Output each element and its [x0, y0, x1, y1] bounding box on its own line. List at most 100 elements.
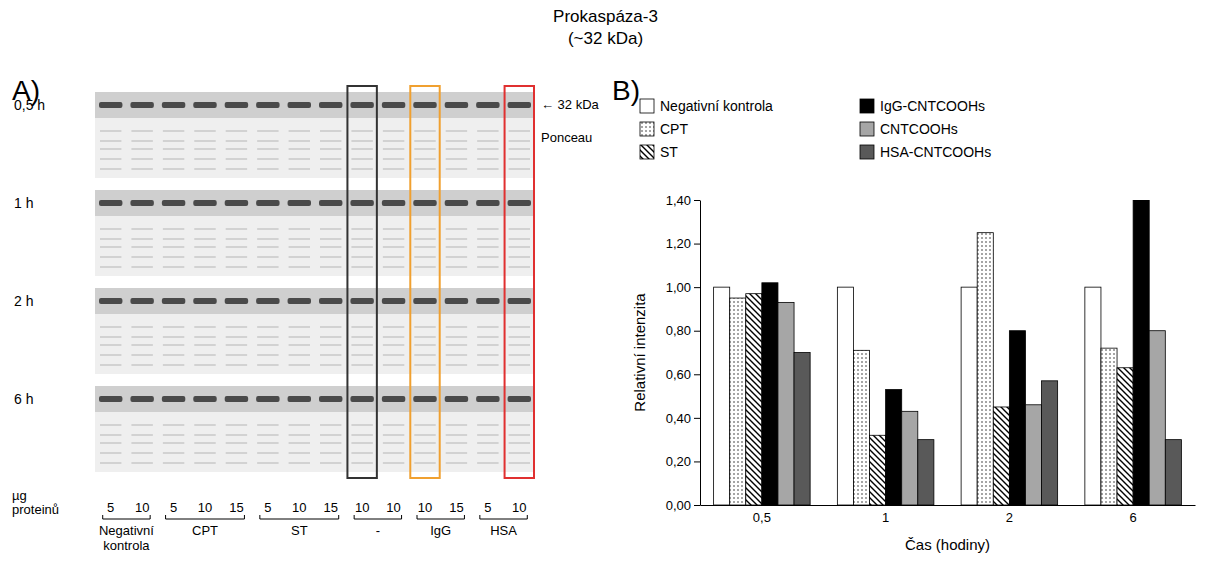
blot-band — [508, 298, 531, 304]
blot-band — [413, 396, 436, 402]
ponceau-band — [477, 462, 498, 464]
blot-band — [130, 298, 153, 304]
blot-band — [382, 298, 405, 304]
ponceau-band — [320, 148, 341, 150]
ponceau-band — [226, 266, 247, 268]
ponceau-band — [320, 168, 341, 170]
ponceau-band — [383, 256, 404, 258]
ponceau-band — [226, 168, 247, 170]
y-tick-mark — [694, 418, 700, 419]
y-tick-label: 0,60 — [666, 367, 691, 382]
ponceau-band — [131, 168, 152, 170]
blot-band — [413, 200, 436, 206]
bar — [1042, 381, 1058, 505]
ponceau-band — [477, 326, 498, 328]
lane-amount: 5 — [264, 500, 271, 515]
ponceau-band — [446, 326, 467, 328]
ponceau-band — [320, 424, 341, 426]
group-bracket — [103, 515, 150, 519]
lane-amount: 10 — [418, 500, 432, 515]
ponceau-band — [100, 442, 121, 444]
ponceau-band — [131, 364, 152, 366]
y-tick-mark — [694, 331, 700, 332]
ponceau-band — [477, 168, 498, 170]
bar — [1117, 368, 1133, 505]
highlight-box — [410, 86, 439, 478]
ponceau-band — [131, 130, 152, 132]
bar — [1101, 348, 1117, 505]
ponceau-band — [289, 256, 310, 258]
ponceau-band — [509, 424, 530, 426]
y-tick-label: 0,40 — [666, 411, 691, 426]
ponceau-band — [446, 462, 467, 464]
ponceau-band — [383, 140, 404, 142]
highlight-box — [505, 86, 534, 478]
bar — [902, 411, 918, 505]
lane-amount: 10 — [512, 500, 526, 515]
ponceau-band — [383, 336, 404, 338]
ponceau-band — [226, 462, 247, 464]
blot-band — [350, 200, 373, 206]
ponceau-band — [163, 168, 184, 170]
ponceau-band — [477, 336, 498, 338]
ponceau-band — [509, 442, 530, 444]
ponceau-band — [446, 140, 467, 142]
ponceau-band — [383, 452, 404, 454]
ponceau-band — [320, 344, 341, 346]
ponceau-band — [194, 158, 215, 160]
ponceau-band — [226, 158, 247, 160]
x-axis-title: Čas (hodiny) — [905, 536, 990, 553]
ponceau-band — [194, 462, 215, 464]
ponceau-band — [100, 364, 121, 366]
ponceau-band — [194, 424, 215, 426]
ponceau-band — [257, 364, 278, 366]
amount-axis-label: µgproteinů — [12, 488, 59, 517]
ponceau-band — [194, 148, 215, 150]
ponceau-band — [477, 424, 498, 426]
blot-band — [350, 102, 373, 108]
ponceau-band — [163, 364, 184, 366]
ponceau-band — [131, 344, 152, 346]
ponceau-band — [351, 424, 372, 426]
ponceau-band — [477, 148, 498, 150]
ponceau-band — [383, 130, 404, 132]
legend-swatch — [640, 145, 654, 159]
highlight-box — [347, 86, 376, 478]
x-axis: 0,5126 — [701, 505, 1196, 525]
ponceau-band — [446, 256, 467, 258]
lane-amount: 5 — [484, 500, 491, 515]
ponceau-band — [131, 148, 152, 150]
ponceau-band — [351, 266, 372, 268]
blot-band — [476, 298, 499, 304]
blot-band — [288, 396, 311, 402]
bar — [1025, 405, 1041, 505]
bar — [1009, 331, 1025, 505]
ponceau-band — [383, 228, 404, 230]
blot-band — [99, 200, 122, 206]
blot-band — [476, 396, 499, 402]
ponceau-band — [289, 354, 310, 356]
ponceau-band — [131, 238, 152, 240]
ponceau-strip — [95, 216, 535, 276]
ponceau-band — [414, 228, 435, 230]
group-label: ST — [291, 523, 308, 538]
ponceau-band — [414, 442, 435, 444]
group-bracket — [417, 515, 464, 519]
figure: Prokaspáza-3(~32 kDa)A)B)0,5 h1 h2 h6 h←… — [0, 0, 1211, 567]
y-tick-mark — [694, 461, 700, 462]
lane-amount: 5 — [170, 500, 177, 515]
y-tick: 0,80 — [666, 323, 700, 338]
bar — [1165, 440, 1181, 505]
ponceau-band — [194, 238, 215, 240]
y-tick-label: 1,20 — [666, 236, 691, 251]
ponceau-band — [351, 442, 372, 444]
ponceau-band — [477, 238, 498, 240]
blot-band — [445, 298, 468, 304]
blot-band — [193, 102, 216, 108]
blot-strip — [95, 386, 535, 412]
ponceau-band — [131, 424, 152, 426]
ponceau-band — [131, 336, 152, 338]
time-label: 0,5 h — [14, 97, 45, 113]
ponceau-band — [414, 158, 435, 160]
blot-band — [445, 200, 468, 206]
